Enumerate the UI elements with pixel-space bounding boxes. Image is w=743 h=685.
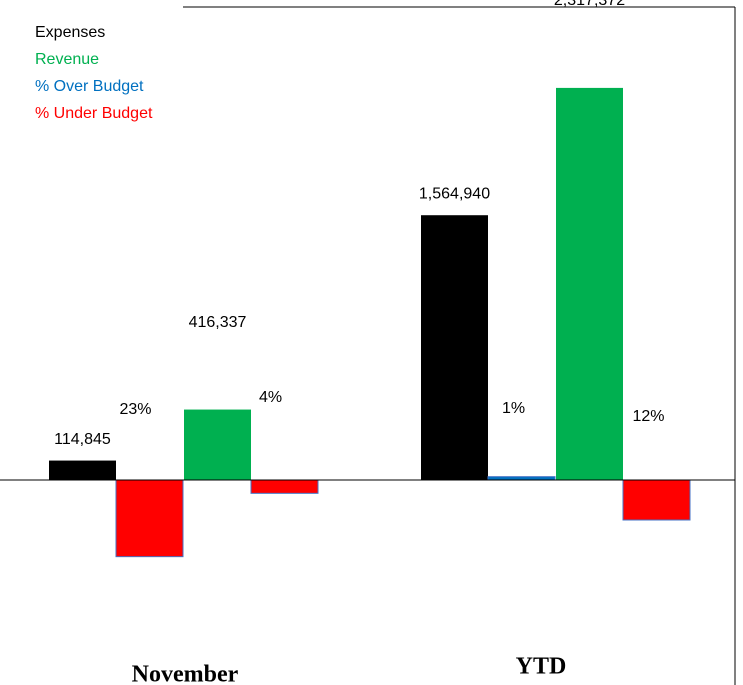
legend-entry: % Under Budget — [35, 105, 153, 122]
legend-entry: Expenses — [35, 24, 105, 41]
legend-entry: % Over Budget — [35, 78, 144, 95]
percent-label: 1% — [502, 400, 525, 417]
category-label: YTD — [516, 654, 567, 680]
value-label: 114,845 — [54, 431, 111, 448]
value-label: 2,317,372 — [554, 0, 625, 9]
percent-bar — [250, 479, 319, 494]
bar — [556, 87, 623, 480]
percent-bar — [622, 479, 691, 521]
value-label: 416,337 — [189, 314, 247, 331]
bar — [184, 409, 251, 480]
percent-label: 4% — [259, 389, 282, 406]
value-label: 1,564,940 — [419, 185, 490, 202]
legend-entry: Revenue — [35, 51, 99, 68]
percent-bar — [115, 479, 184, 558]
bar — [421, 215, 488, 480]
category-label: November — [132, 662, 239, 685]
percent-label: 23% — [119, 401, 151, 418]
percent-label: 12% — [632, 408, 664, 425]
bar — [49, 460, 116, 480]
